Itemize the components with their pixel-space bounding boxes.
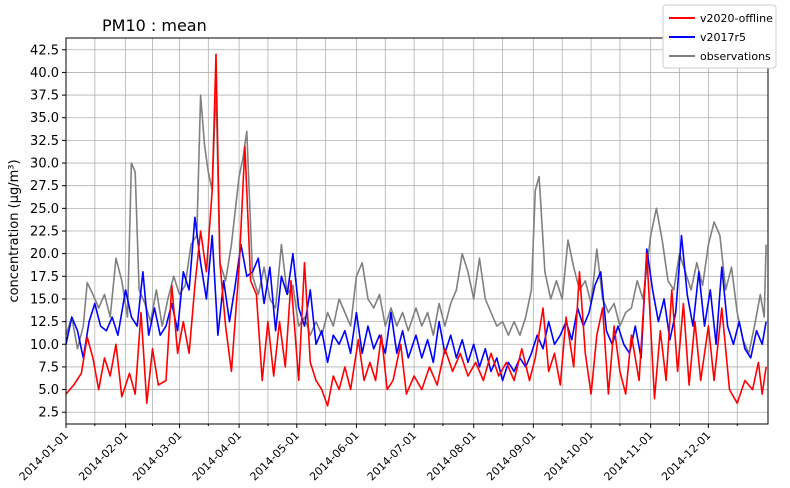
y-tick-label: 15.0 [30, 292, 59, 307]
x-tick-label: 2014-09-01 [484, 429, 538, 483]
y-tick-label: 37.5 [30, 89, 59, 104]
x-tick-label: 2014-08-01 [424, 429, 478, 483]
x-tick-label: 2014-02-01 [76, 429, 130, 483]
series-line-v2017r5 [65, 216, 767, 382]
y-tick-label: 10.0 [30, 338, 59, 353]
y-tick-label: 20.0 [30, 247, 59, 262]
grid [65, 38, 768, 424]
x-tick-label: 2014-05-01 [248, 429, 302, 483]
y-tick-label: 40.0 [30, 66, 59, 81]
y-tick-label: 2.5 [38, 406, 59, 421]
x-tick-label: 2014-01-01 [17, 429, 71, 483]
series-line-observations [65, 85, 767, 355]
x-tick-label: 2014-11-01 [601, 429, 655, 483]
series-line-v2020-offline [65, 53, 767, 407]
y-tick-label: 5.0 [38, 383, 59, 398]
x-tick-label: 2014-04-01 [190, 429, 244, 483]
x-tick-label: 2014-10-01 [542, 429, 596, 483]
y-tick-label: 27.5 [30, 179, 59, 194]
legend-label: v2017r5 [700, 31, 746, 44]
plot-series [65, 53, 767, 407]
y-tick-label: 35.0 [30, 111, 59, 126]
y-tick-label: 17.5 [30, 270, 59, 285]
y-tick-label: 32.5 [30, 134, 59, 149]
chart-title: PM10 : mean [102, 16, 207, 35]
x-tick-label: 2014-06-01 [307, 429, 361, 483]
y-tick-label: 42.5 [30, 43, 59, 58]
legend-box [662, 4, 777, 69]
y-tick-label: 22.5 [30, 225, 59, 240]
y-axis-label: concentration (µg/m³) [7, 159, 22, 302]
y-tick-label: 25.0 [30, 202, 59, 217]
x-axis-ticks: 2014-01-01 2014-02-01 2014-03-01 2014-04-01… [17, 424, 738, 483]
y-tick-label: 12.5 [30, 315, 59, 330]
x-tick-label: 2014-12-01 [659, 429, 713, 483]
legend-label: observations [700, 50, 771, 63]
y-tick-label: 7.5 [38, 360, 59, 375]
x-tick-label: 2014-03-01 [130, 429, 184, 483]
y-axis-ticks: 2.5 5.0 7.5 10.0 12.5 15.0 17.5 20.0 22.5 25.0 27.… [30, 43, 66, 421]
legend-label: v2020-offline [700, 12, 773, 25]
x-tick-label: 2014-07-01 [365, 429, 419, 483]
y-tick-label: 30.0 [30, 157, 59, 172]
legend: v2020-offline v2017r5 observations [662, 4, 777, 69]
